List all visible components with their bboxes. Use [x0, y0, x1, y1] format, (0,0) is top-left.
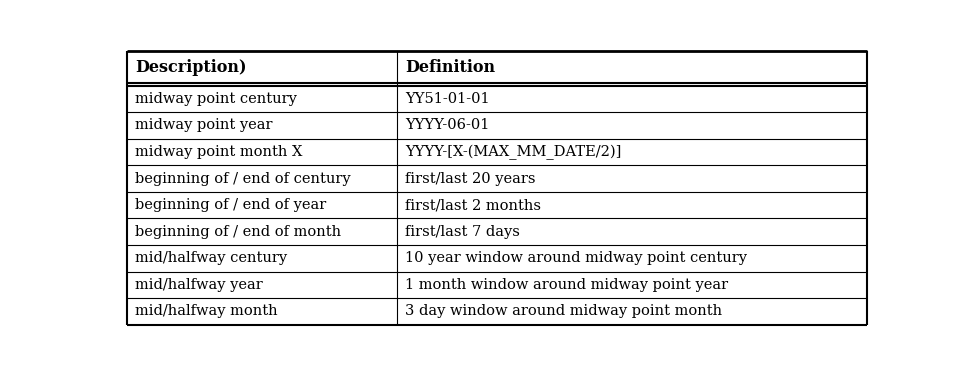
Text: mid/halfway century: mid/halfway century: [135, 251, 287, 265]
Text: beginning of / end of year: beginning of / end of year: [135, 198, 326, 212]
Text: Description): Description): [135, 59, 246, 76]
Text: beginning of / end of century: beginning of / end of century: [135, 171, 350, 186]
Text: beginning of / end of month: beginning of / end of month: [135, 225, 340, 239]
Text: 10 year window around midway point century: 10 year window around midway point centu…: [404, 251, 746, 265]
Text: 1 month window around midway point year: 1 month window around midway point year: [404, 278, 727, 292]
Text: 3 day window around midway point month: 3 day window around midway point month: [404, 305, 721, 318]
Text: YYYY-06-01: YYYY-06-01: [404, 118, 488, 132]
Text: midway point century: midway point century: [135, 92, 297, 106]
Text: first/last 2 months: first/last 2 months: [404, 198, 541, 212]
Text: midway point month X: midway point month X: [135, 145, 302, 159]
Text: midway point year: midway point year: [135, 118, 272, 132]
Text: first/last 7 days: first/last 7 days: [404, 225, 519, 239]
Text: YY51-01-01: YY51-01-01: [404, 92, 489, 106]
Text: first/last 20 years: first/last 20 years: [404, 171, 535, 186]
Text: mid/halfway month: mid/halfway month: [135, 305, 277, 318]
Text: Definition: Definition: [404, 59, 494, 76]
Text: mid/halfway year: mid/halfway year: [135, 278, 263, 292]
Text: YYYY-[X-(MAX_MM_DATE/2)]: YYYY-[X-(MAX_MM_DATE/2)]: [404, 144, 620, 160]
